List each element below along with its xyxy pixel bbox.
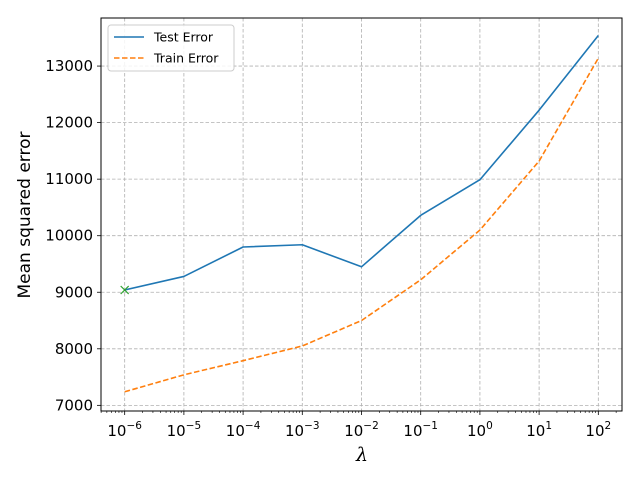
y-tick-label: 11000 (45, 170, 93, 188)
y-tick-label: 10000 (45, 227, 93, 245)
legend-label-train-error: Train Error (153, 51, 219, 66)
legend-label-test-error: Test Error (153, 30, 214, 45)
grid (101, 18, 622, 411)
y-axis-label: Mean squared error (15, 132, 35, 299)
y-tick-label: 13000 (45, 57, 93, 75)
x-axis-label: λ (355, 444, 368, 466)
series-layer (120, 35, 600, 393)
series-line-test-error (124, 35, 599, 291)
y-axis: 7000 8000 9000 10000 11000 12000 13000 (45, 57, 101, 414)
minimum-marker (120, 285, 130, 295)
y-tick-label: 7000 (55, 396, 93, 414)
y-tick-label: 8000 (55, 340, 93, 358)
y-tick-label: 9000 (55, 283, 93, 301)
series-line-train-error (124, 57, 600, 393)
y-tick-label: 12000 (45, 114, 93, 132)
legend: Test Error Train Error (107, 24, 235, 72)
